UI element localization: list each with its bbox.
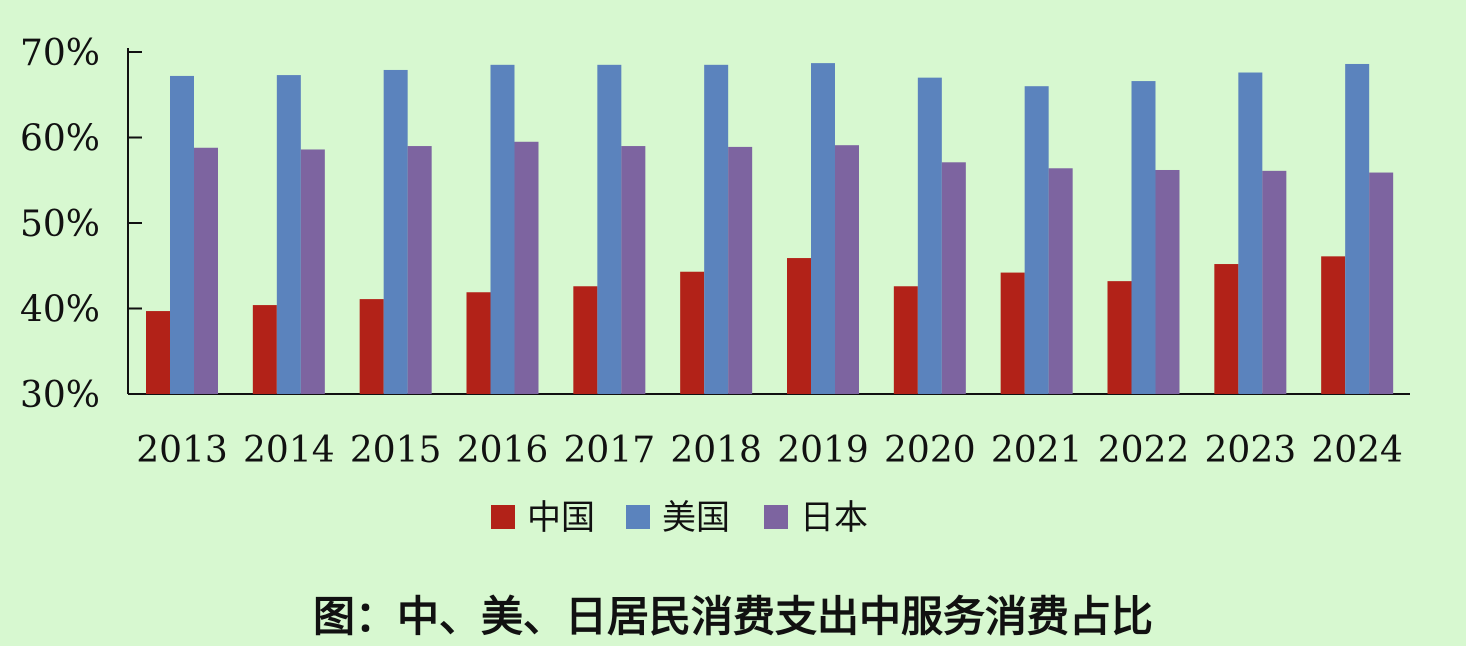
- bar-0-2021: [1000, 272, 1025, 394]
- bar-1-2022: [1131, 81, 1156, 394]
- x-tick-label: 2014: [243, 430, 335, 471]
- x-tick-label: 2019: [777, 430, 869, 471]
- bar-1-2020: [917, 77, 942, 395]
- y-tick-label: 40%: [20, 290, 100, 331]
- x-tick-label: 2015: [350, 430, 442, 471]
- bar-1-2021: [1024, 86, 1049, 394]
- x-tick-label: 2016: [457, 430, 549, 471]
- bar-0-2020: [893, 286, 918, 394]
- x-tick-label: 2017: [564, 430, 656, 471]
- bar-1-2013: [170, 75, 194, 394]
- x-tick-label: 2022: [1098, 430, 1190, 471]
- legend-swatch: [626, 505, 650, 529]
- x-tick-label: 2018: [670, 430, 762, 471]
- bar-2-2014: [300, 149, 325, 394]
- y-tick-labels: 30% 40% 50% 60% 70%: [20, 33, 100, 416]
- bar-0-2023: [1214, 264, 1239, 394]
- bar-0-2013: [146, 311, 170, 394]
- legend-swatch: [764, 505, 788, 529]
- bar-1-2014: [276, 75, 301, 395]
- x-tick-label: 2013: [136, 430, 228, 471]
- bar-1-2019: [811, 63, 835, 395]
- bar-2-2016: [514, 141, 539, 394]
- legend-label: 日本: [800, 498, 868, 538]
- chart-bars: [146, 63, 1394, 395]
- chart-axes: [127, 48, 1410, 395]
- bar-2-2019: [835, 145, 859, 394]
- bar-2-2020: [941, 162, 966, 394]
- bar-0-2014: [252, 305, 277, 394]
- bar-1-2016: [490, 64, 515, 394]
- bar-2-2023: [1262, 170, 1287, 394]
- y-tick-label: 70%: [20, 33, 100, 74]
- bar-0-2015: [359, 299, 384, 394]
- bar-0-2019: [787, 258, 811, 394]
- bar-1-2023: [1238, 72, 1263, 395]
- bar-0-2024: [1321, 256, 1346, 394]
- bar-2-2021: [1048, 168, 1073, 394]
- y-tick-label: 60%: [20, 119, 100, 160]
- bar-2-2018: [728, 146, 753, 394]
- x-tick-label: 2021: [991, 430, 1083, 471]
- bar-1-2015: [383, 69, 408, 394]
- legend-label: 中国: [527, 498, 595, 538]
- x-tick-label: 2024: [1311, 430, 1403, 471]
- x-tick-label: 2020: [884, 430, 976, 471]
- y-tick-label: 30%: [20, 375, 100, 416]
- bar-2-2017: [621, 146, 646, 394]
- figure-caption: 图：中、美、日居民消费支出中服务消费占比: [312, 592, 1153, 641]
- legend-label: 美国: [662, 498, 730, 538]
- bar-2-2013: [194, 147, 218, 394]
- bar-1-2018: [704, 64, 729, 394]
- bar-1-2024: [1345, 63, 1370, 394]
- bar-2-2015: [407, 146, 432, 394]
- bar-0-2018: [680, 271, 705, 394]
- bar-2-2024: [1369, 172, 1394, 394]
- x-tick-labels: 2013 2014 2015 2016 2017 2018 2019 2020 2021 2022…: [136, 430, 1403, 471]
- x-tick-label: 2023: [1205, 430, 1297, 471]
- bar-0-2022: [1107, 281, 1132, 394]
- legend-swatch: [491, 505, 515, 529]
- bar-0-2017: [573, 286, 598, 394]
- chart-legend: 中国 美国 日本: [491, 498, 868, 538]
- bar-1-2017: [597, 64, 622, 394]
- bar-2-2022: [1155, 169, 1180, 394]
- bar-0-2016: [466, 292, 491, 394]
- y-tick-label: 50%: [20, 204, 100, 245]
